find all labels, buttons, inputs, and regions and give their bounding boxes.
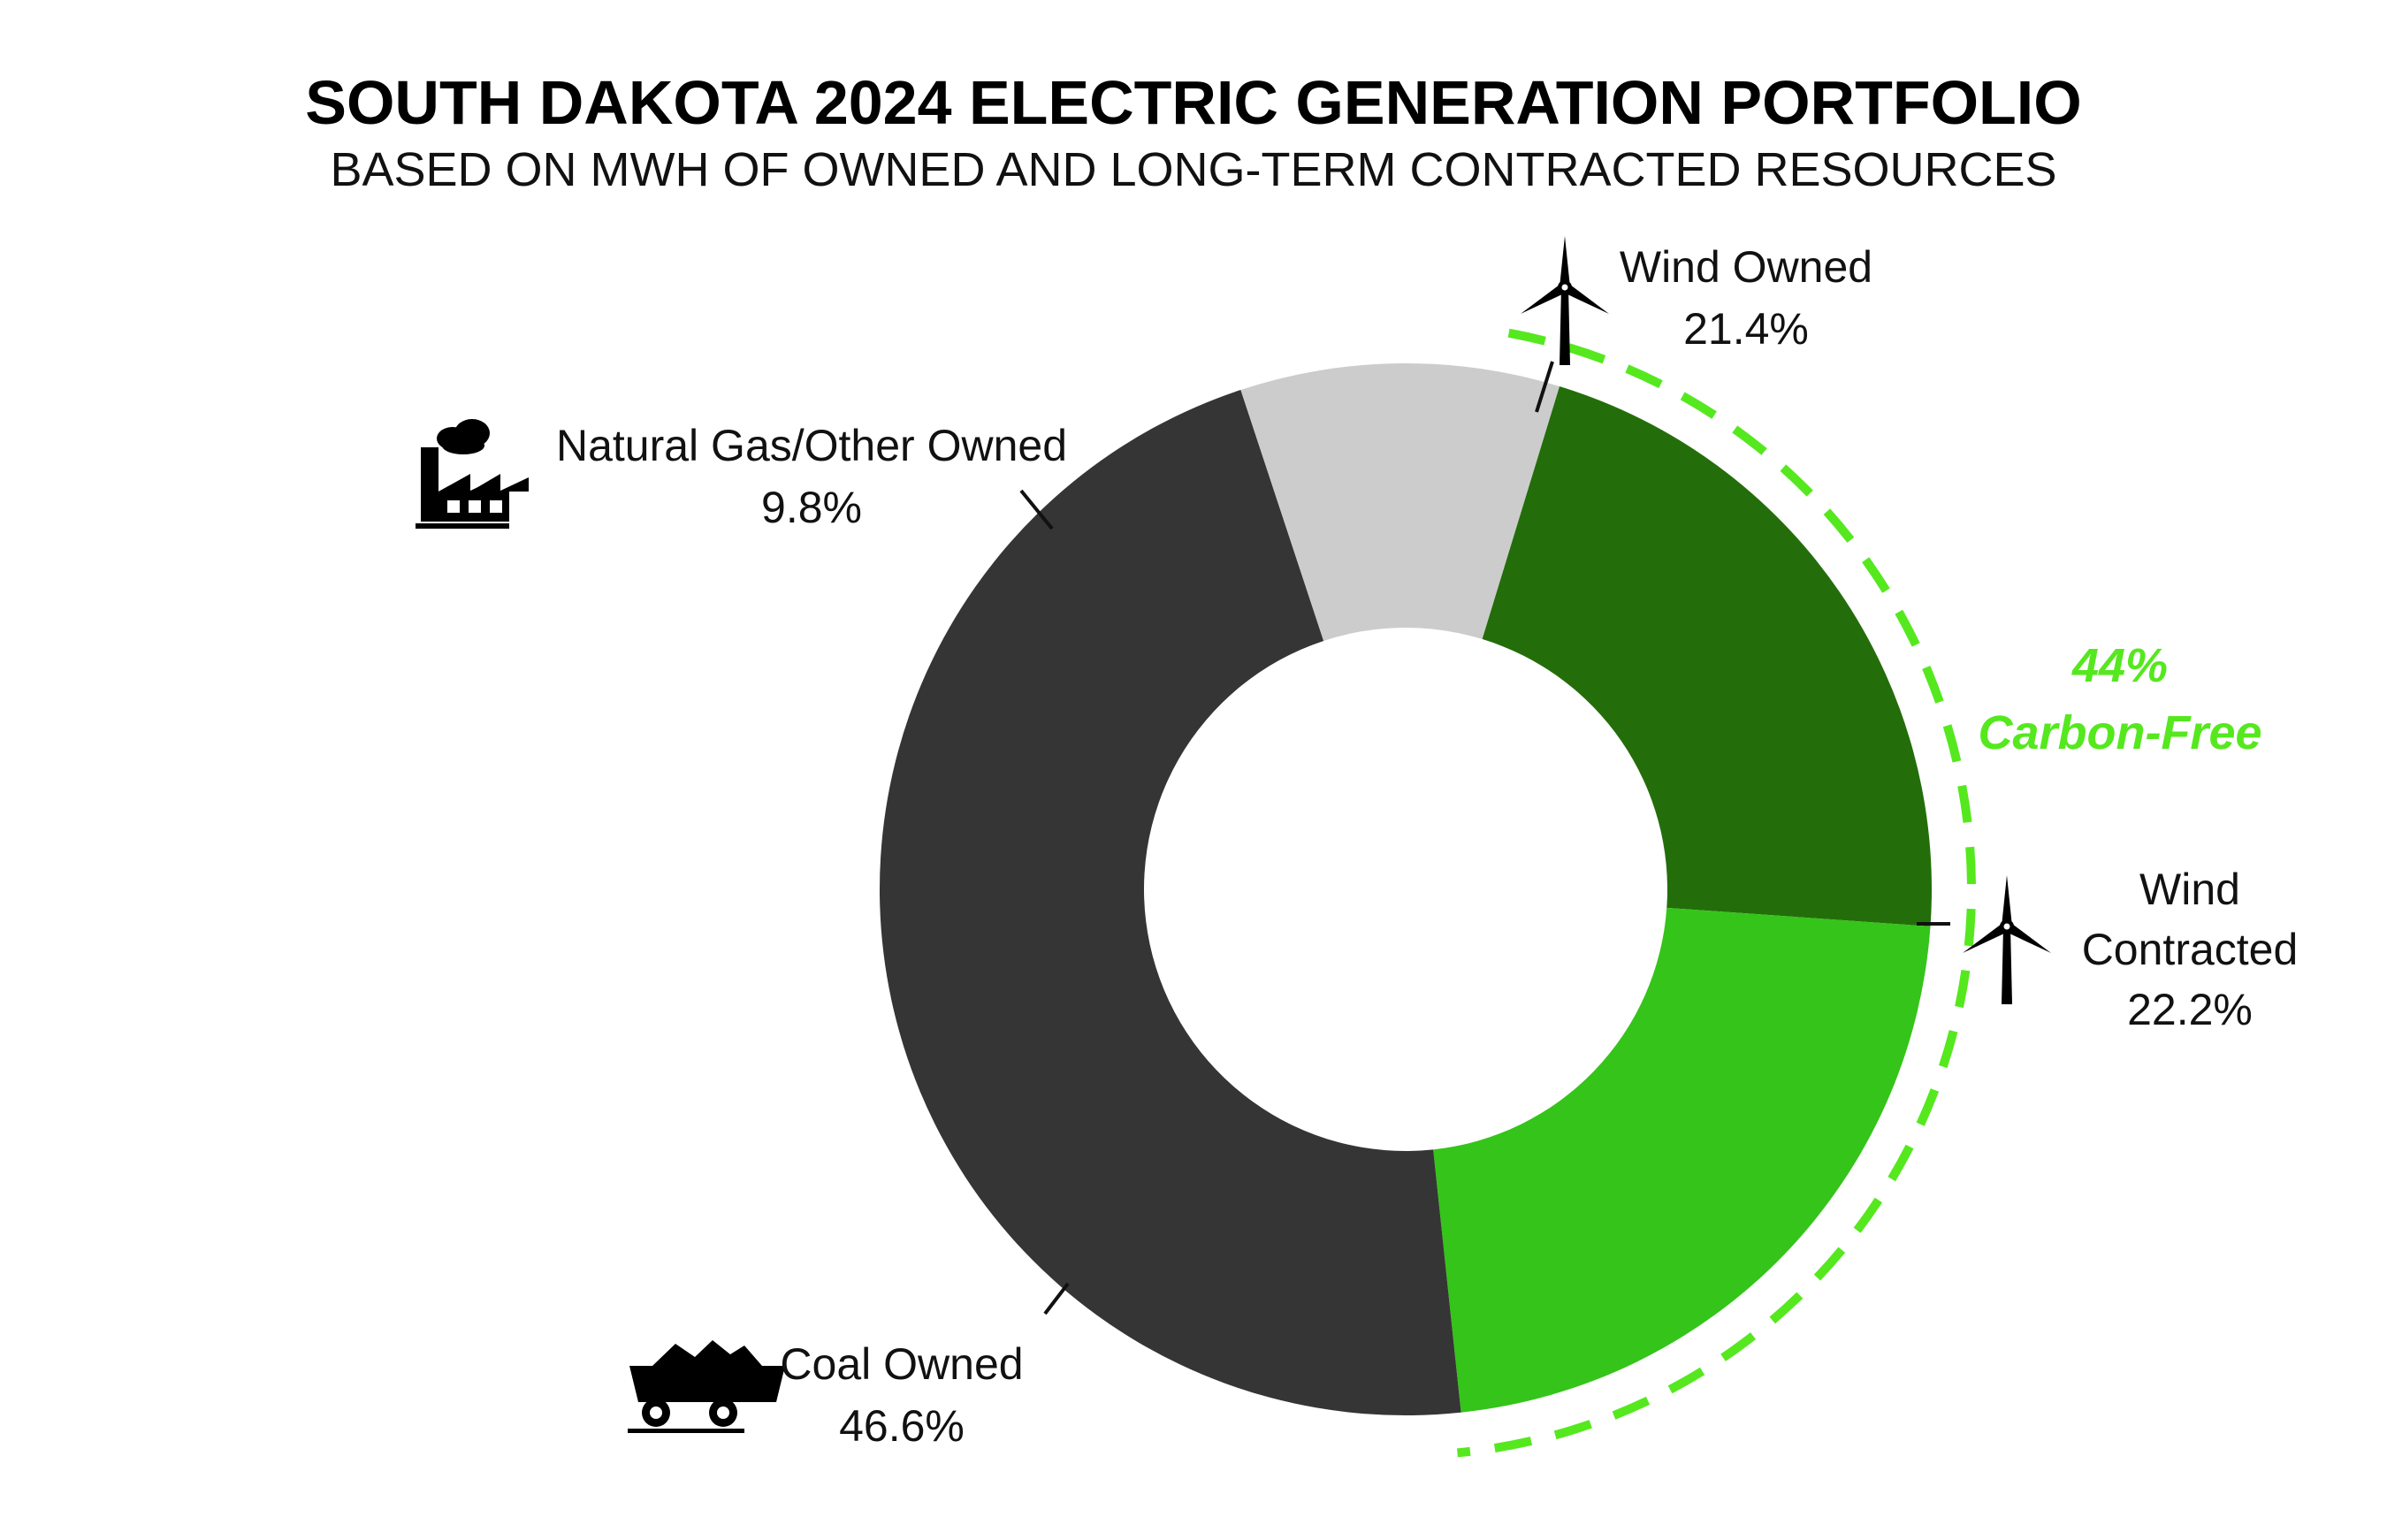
slice-value-label: 21.4% — [1683, 304, 1809, 354]
slice-name-label: Natural Gas/Other Owned — [556, 421, 1067, 470]
chart-title: SOUTH DAKOTA 2024 ELECTRIC GENERATION PO… — [305, 68, 2081, 137]
leader-line-coal-owned — [1043, 1282, 1070, 1315]
coal-cart-icon — [628, 1340, 785, 1433]
slice-value-label: 46.6% — [839, 1401, 965, 1451]
carbon-free-callout: 44% Carbon-Free — [1456, 328, 2262, 1458]
wind-turbine-icon — [1963, 875, 2051, 1004]
slice-label-wind-owned: Wind Owned 21.4% — [1620, 242, 1872, 354]
donut-slices — [879, 363, 1932, 1416]
slice-value-label: 9.8% — [761, 483, 862, 532]
carbon-free-label: Carbon-Free — [1978, 706, 2261, 759]
slice-wind-owned — [1482, 385, 1932, 926]
leader-line-wind-owned — [1535, 361, 1554, 413]
slice-name-label: Coal Owned — [780, 1339, 1023, 1389]
wind-turbine-icon — [1521, 236, 1609, 365]
factory-icon — [416, 419, 529, 529]
carbon-free-percent: 44% — [2071, 639, 2168, 692]
slice-name-label: Wind — [2139, 865, 2240, 914]
slice-name-label: Contracted — [2082, 925, 2299, 974]
carbon-free-dashed-arc — [1456, 328, 1976, 1458]
slice-natural-gas-other-owned — [1240, 363, 1560, 641]
slice-wind-contracted — [1433, 907, 1931, 1413]
slice-label-coal-owned: Coal Owned 46.6% — [780, 1339, 1023, 1451]
slice-label-natural-gas-other-owned: Natural Gas/Other Owned 9.8% — [556, 421, 1067, 532]
slice-labels: Wind Owned 21.4% Wind Contracted 22.2% Coal O… — [556, 242, 2298, 1451]
slice-icons — [416, 236, 2051, 1433]
chart-subtitle: BASED ON MWH OF OWNED AND LONG-TERM CONT… — [330, 143, 2056, 196]
leader-lines — [1019, 361, 1950, 1315]
slice-value-label: 22.2% — [2127, 985, 2253, 1034]
leader-line-natural-gas-other-owned — [1019, 489, 1054, 530]
slice-name-label: Wind Owned — [1620, 242, 1872, 292]
slice-label-wind-contracted: Wind Contracted 22.2% — [2082, 865, 2299, 1034]
slice-coal-owned — [879, 390, 1461, 1416]
